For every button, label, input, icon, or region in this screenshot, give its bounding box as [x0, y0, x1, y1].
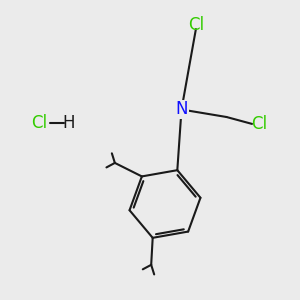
Text: Cl: Cl	[251, 115, 268, 133]
Text: N: N	[175, 100, 188, 118]
Text: H: H	[63, 114, 75, 132]
Text: Cl: Cl	[188, 16, 205, 34]
Text: Cl: Cl	[31, 114, 47, 132]
